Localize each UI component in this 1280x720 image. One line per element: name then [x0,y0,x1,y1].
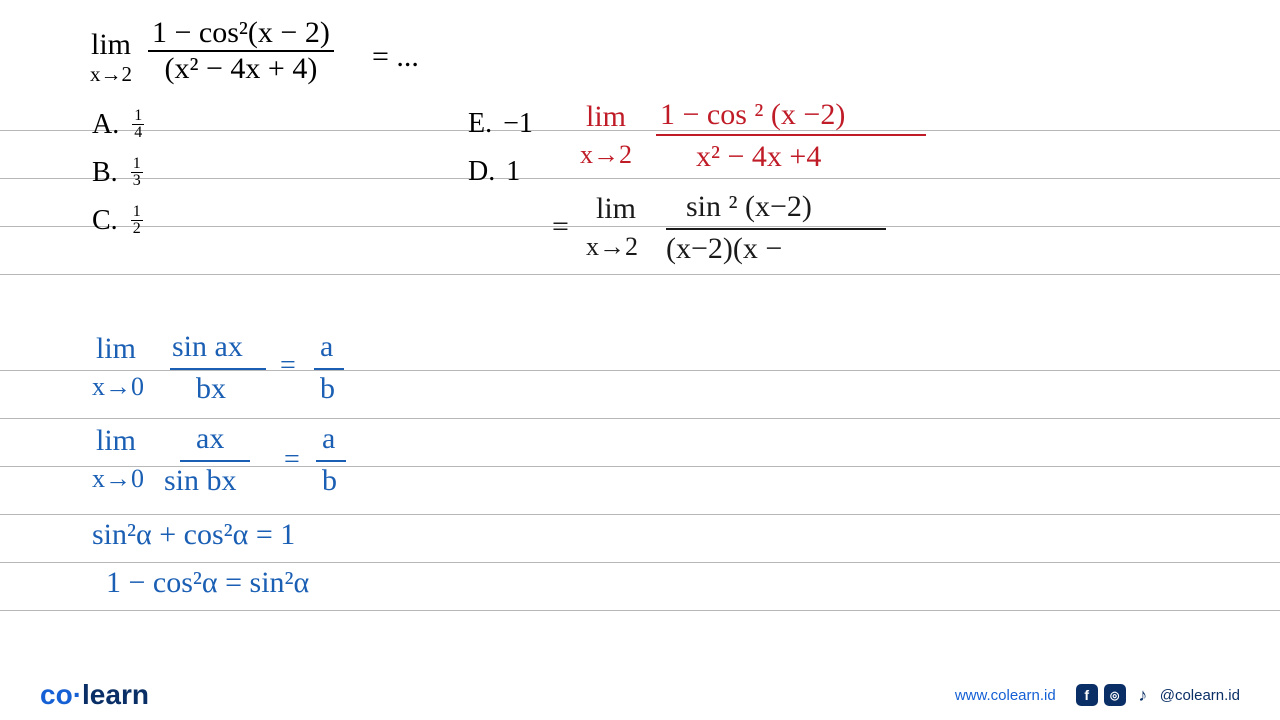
formula2-lim: lim [96,424,136,458]
option-c-den: 2 [131,221,143,237]
formula3: sin²α + cos²α = 1 [92,518,295,552]
work-red-fracline [656,134,926,136]
logo-learn: learn [82,679,149,710]
option-d: D. 1 [468,156,520,188]
formula2-resline [316,460,346,462]
logo-dot: · [73,679,82,710]
work-red-num: 1 − cos ² (x −2) [660,98,845,132]
option-e-value: −1 [503,108,533,139]
option-a: A. 1 4 [92,108,144,141]
ruled-line [0,562,1280,563]
work-red-sub: x→2 [580,140,632,170]
option-d-label: D. [468,156,495,187]
footer-handle: @colearn.id [1160,687,1240,704]
ruled-line [0,226,1280,227]
option-e-label: E. [468,108,492,139]
ruled-line [0,274,1280,275]
formula4: 1 − cos²α = sin²α [106,566,309,600]
formula1-resden: b [320,372,335,406]
ruled-line [0,130,1280,131]
option-b-den: 3 [131,173,143,189]
formula2-fracline [180,460,250,462]
option-c: C. 1 2 [92,204,143,237]
lim-sub: x→2 [90,62,132,87]
formula1-resline [314,368,344,370]
option-a-den: 4 [132,125,144,141]
formula2-sub: x→0 [92,464,144,494]
option-c-num: 1 [131,204,143,221]
instagram-icon[interactable]: ◎ [1104,684,1126,706]
formula2-num: ax [196,422,224,456]
work-black-fracline [666,228,886,230]
formula1-den: bx [196,372,226,406]
option-b-num: 1 [131,156,143,173]
work-black-num: sin ² (x−2) [686,190,812,224]
formula1-eq: = [280,350,296,382]
formula2-den: sin bx [164,464,237,498]
formula2-resden: b [322,464,337,498]
tiktok-icon[interactable]: ♪ [1132,684,1154,706]
option-d-value: 1 [506,156,520,187]
ruled-line [0,610,1280,611]
problem-limit: lim x→2 [90,28,132,87]
problem-equals: = ... [372,40,419,74]
formula1-sub: x→0 [92,372,144,402]
option-a-num: 1 [132,108,144,125]
option-c-label: C. [92,205,118,236]
formula1-fracline [170,368,266,370]
formula2-eq: = [284,444,300,476]
option-b-label: B. [92,157,118,188]
work-red-lim: lim [586,100,626,134]
formula1-lim: lim [96,332,136,366]
lim-text: lim [90,28,132,62]
work-black-eq: = [552,210,569,244]
formula2-resnum: a [322,422,335,456]
logo-co: co [40,679,73,710]
logo: co·learn [40,679,149,711]
ruled-line [0,514,1280,515]
problem-denominator: (x² − 4x + 4) [148,52,334,86]
formula1-num: sin ax [172,330,243,364]
work-black-lim: lim [596,192,636,226]
work-black-sub: x→2 [586,232,638,262]
footer: co·learn www.colearn.id f ◎ ♪ @colearn.i… [0,670,1280,720]
ruled-line [0,418,1280,419]
option-b: B. 1 3 [92,156,143,189]
footer-url[interactable]: www.colearn.id [955,687,1056,704]
formula1-resnum: a [320,330,333,364]
work-black-den: (x−2)(x − [666,232,782,266]
ruled-line [0,370,1280,371]
footer-right: www.colearn.id f ◎ ♪ @colearn.id [955,684,1240,706]
problem-numerator: 1 − cos²(x − 2) [148,16,334,52]
problem-fraction: 1 − cos²(x − 2) (x² − 4x + 4) [148,16,334,86]
option-a-label: A. [92,109,119,140]
work-red-den: x² − 4x +4 [696,140,821,174]
ruled-line [0,178,1280,179]
option-e: E. −1 [468,108,533,140]
facebook-icon[interactable]: f [1076,684,1098,706]
